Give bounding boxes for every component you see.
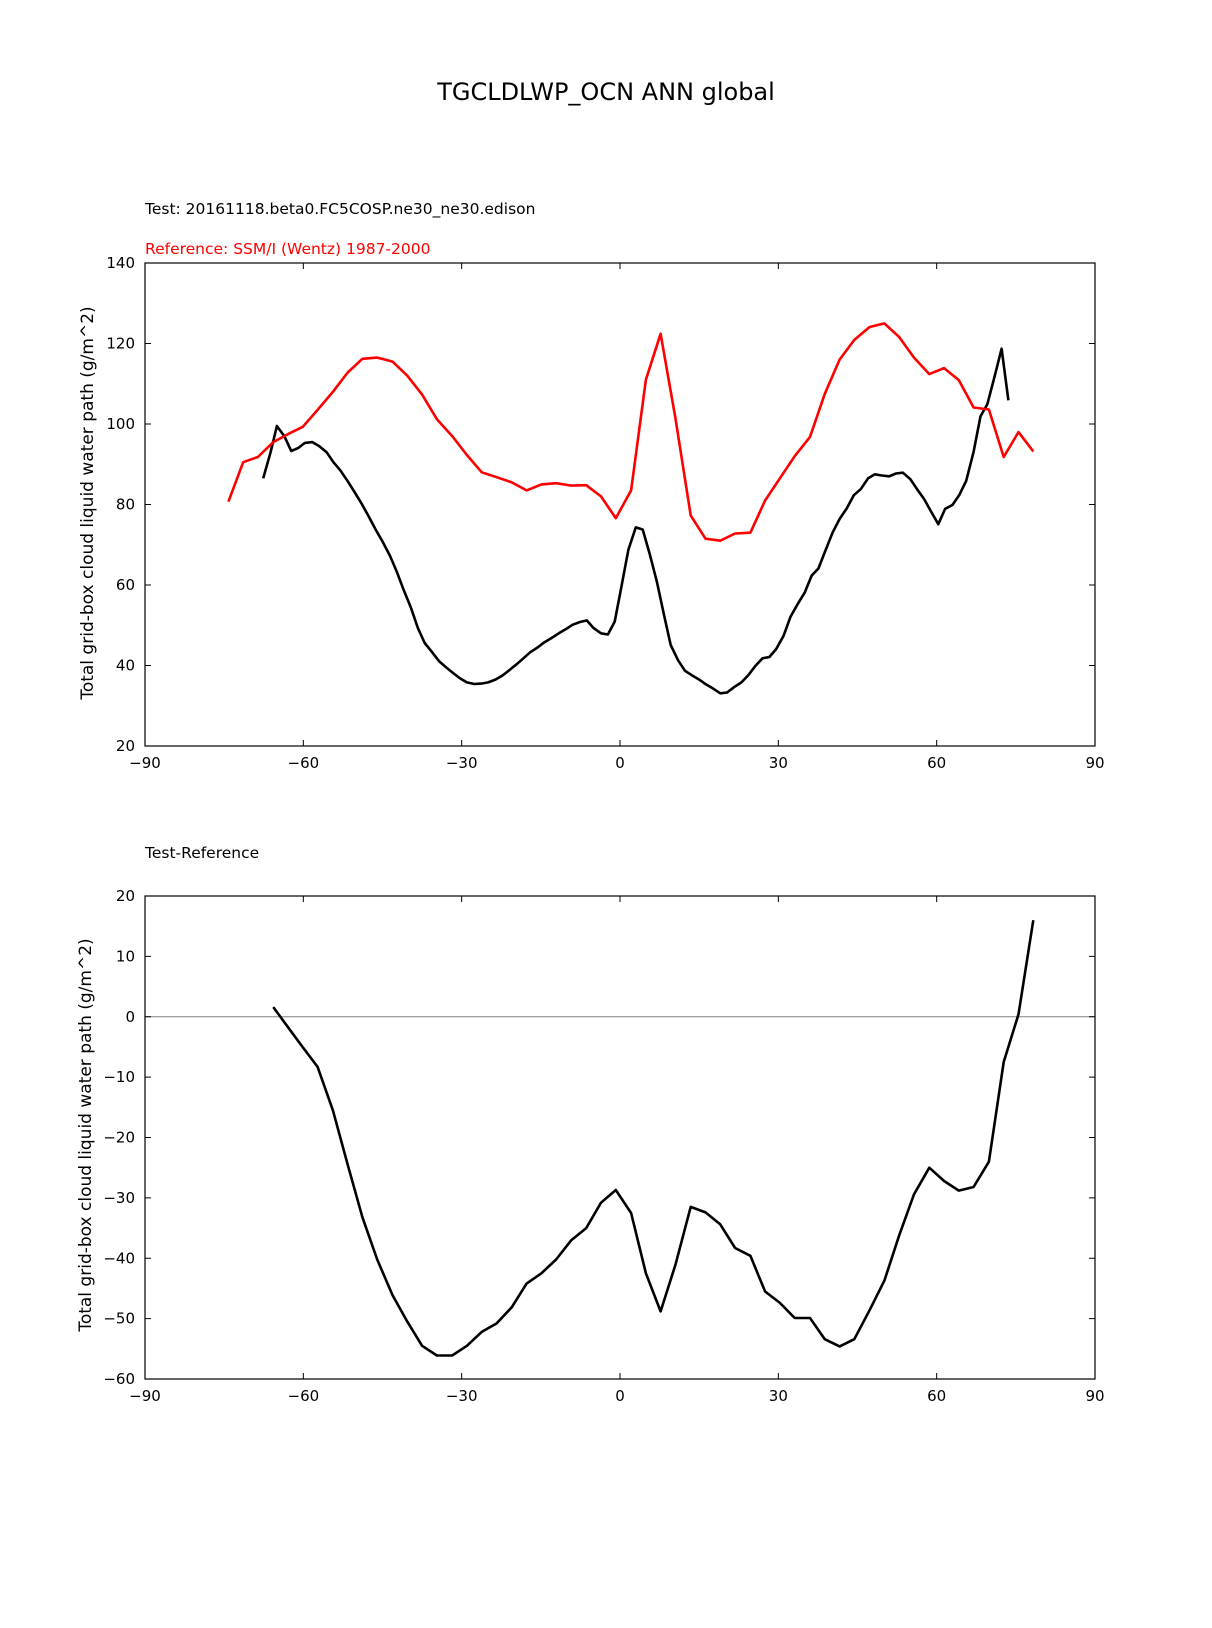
series-line-diff (272, 919, 1035, 1357)
y-tick-label: −40 (103, 1249, 135, 1267)
x-tick-label: 30 (769, 754, 788, 772)
reference-label: Reference: SSM/I (Wentz) 1987-2000 (145, 240, 430, 258)
panel-top: Test: 20161118.beta0.FC5COSP.ne30_ne30.e… (78, 200, 1105, 772)
x-tick-label: −90 (129, 1387, 161, 1405)
x-tick-label: 0 (615, 754, 625, 772)
panel-bottom: Test-Reference Total grid-box cloud liqu… (76, 844, 1105, 1405)
x-tick-label: 30 (769, 1387, 788, 1405)
x-tick-label: −60 (288, 1387, 320, 1405)
x-tick-label: −90 (129, 754, 161, 772)
y-tick-label: 100 (106, 415, 135, 433)
y-tick-label: 60 (116, 576, 135, 594)
y-axis-label-top: Total grid-box cloud liquid water path (… (78, 306, 98, 700)
y-tick-label: −20 (103, 1129, 135, 1147)
x-tick-label: −60 (288, 754, 320, 772)
x-tick-label: 90 (1085, 754, 1104, 772)
series-line-test (261, 347, 1010, 695)
y-tick-label: −60 (103, 1370, 135, 1388)
test-label: Test: 20161118.beta0.FC5COSP.ne30_ne30.e… (144, 200, 535, 219)
x-tick-label: 60 (927, 1387, 946, 1405)
y-tick-label: 120 (106, 335, 135, 353)
y-tick-label: 140 (106, 254, 135, 272)
x-tick-label: −30 (446, 1387, 478, 1405)
series-line-reference (227, 322, 1035, 542)
y-tick-label: 40 (116, 657, 135, 675)
plot-area-top: −90 −60 −30 0 30 60 90 20 40 60 80 100 120 140 (106, 254, 1104, 772)
y-axis-label-bottom: Total grid-box cloud liquid water path (… (76, 938, 96, 1332)
y-tick-label: 20 (116, 887, 135, 905)
difference-label: Test-Reference (144, 844, 259, 862)
figure-title: TGCLDLWP_OCN ANN global (436, 78, 775, 106)
x-tick-label: 90 (1085, 1387, 1104, 1405)
x-tick-label: 0 (615, 1387, 625, 1405)
y-tick-label: 80 (116, 496, 135, 514)
x-tick-label: 60 (927, 754, 946, 772)
y-tick-label: −10 (103, 1068, 135, 1086)
y-tick-label: −50 (103, 1310, 135, 1328)
x-tick-label: −30 (446, 754, 478, 772)
y-tick-label: −30 (103, 1189, 135, 1207)
y-tick-label: 20 (116, 737, 135, 755)
y-tick-label: 10 (116, 947, 135, 965)
y-tick-label: 0 (125, 1008, 135, 1026)
